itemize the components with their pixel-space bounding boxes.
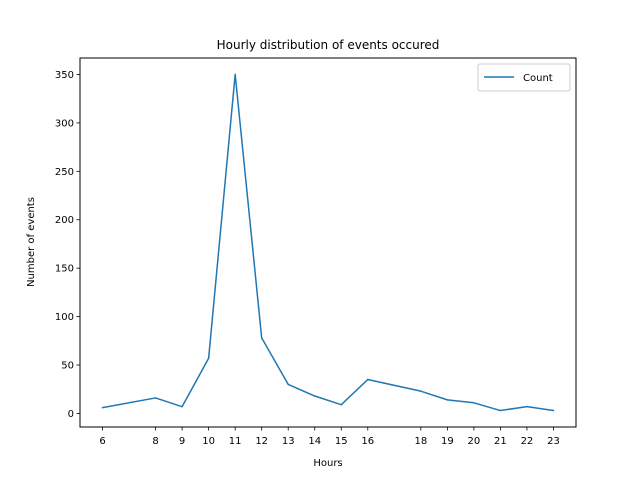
y-tick-label: 50: [61, 361, 74, 372]
y-tick-label: 100: [55, 312, 74, 323]
x-tick-label: 16: [361, 436, 374, 447]
x-tick-label: 22: [521, 436, 534, 447]
y-tick-label: 0: [68, 409, 74, 420]
legend-label-count: Count: [523, 73, 553, 84]
x-tick-label: 8: [152, 436, 158, 447]
x-axis: 6 8 9 10 11 12 13 14 15 16 18 19 20 21 22 23: [99, 427, 560, 447]
x-tick-label: 12: [255, 436, 268, 447]
data-point: [499, 409, 502, 412]
series-layer: [101, 73, 555, 412]
chart-title: Hourly distribution of events occured: [217, 38, 440, 52]
data-point: [313, 395, 316, 397]
data-point: [340, 403, 343, 406]
x-tick-label: 20: [468, 436, 481, 447]
x-axis-label: Hours: [313, 458, 342, 469]
x-tick-label: 13: [282, 436, 295, 447]
y-axis-label: Number of events: [26, 197, 37, 287]
x-tick-label: 6: [99, 436, 105, 447]
plot-frame: [79, 57, 577, 428]
data-point: [420, 390, 422, 392]
x-tick-label: 19: [441, 436, 454, 447]
data-point: [552, 409, 555, 412]
plot-area: [80, 58, 576, 427]
legend: Count: [477, 63, 571, 92]
data-point: [287, 383, 290, 386]
x-tick-label: 18: [414, 436, 427, 447]
series-line-count: [102, 73, 554, 412]
x-tick-label: 21: [494, 436, 507, 447]
y-tick-label: 250: [55, 167, 74, 178]
data-point: [260, 337, 263, 339]
data-point: [526, 405, 528, 408]
x-tick-label: 9: [179, 436, 185, 447]
x-tick-label: 23: [547, 436, 560, 447]
legend-box: [477, 63, 571, 92]
data-point: [181, 405, 183, 408]
data-point: [473, 401, 475, 404]
x-tick-label: 15: [335, 436, 348, 447]
x-tick-label: 14: [308, 436, 321, 447]
data-point: [446, 399, 449, 401]
y-tick-label: 150: [55, 264, 74, 275]
y-tick-label: 350: [55, 70, 74, 81]
data-point: [366, 378, 369, 381]
data-point: [101, 406, 104, 409]
data-point: [234, 73, 236, 76]
y-tick-label: 200: [55, 215, 74, 226]
x-tick-label: 10: [202, 436, 215, 447]
x-tick-label: 11: [229, 436, 242, 447]
y-axis: 0 50 100 150 200 250 300 350: [55, 70, 80, 420]
y-tick-label: 300: [55, 118, 74, 129]
data-point: [207, 357, 210, 360]
data-point: [154, 397, 157, 399]
